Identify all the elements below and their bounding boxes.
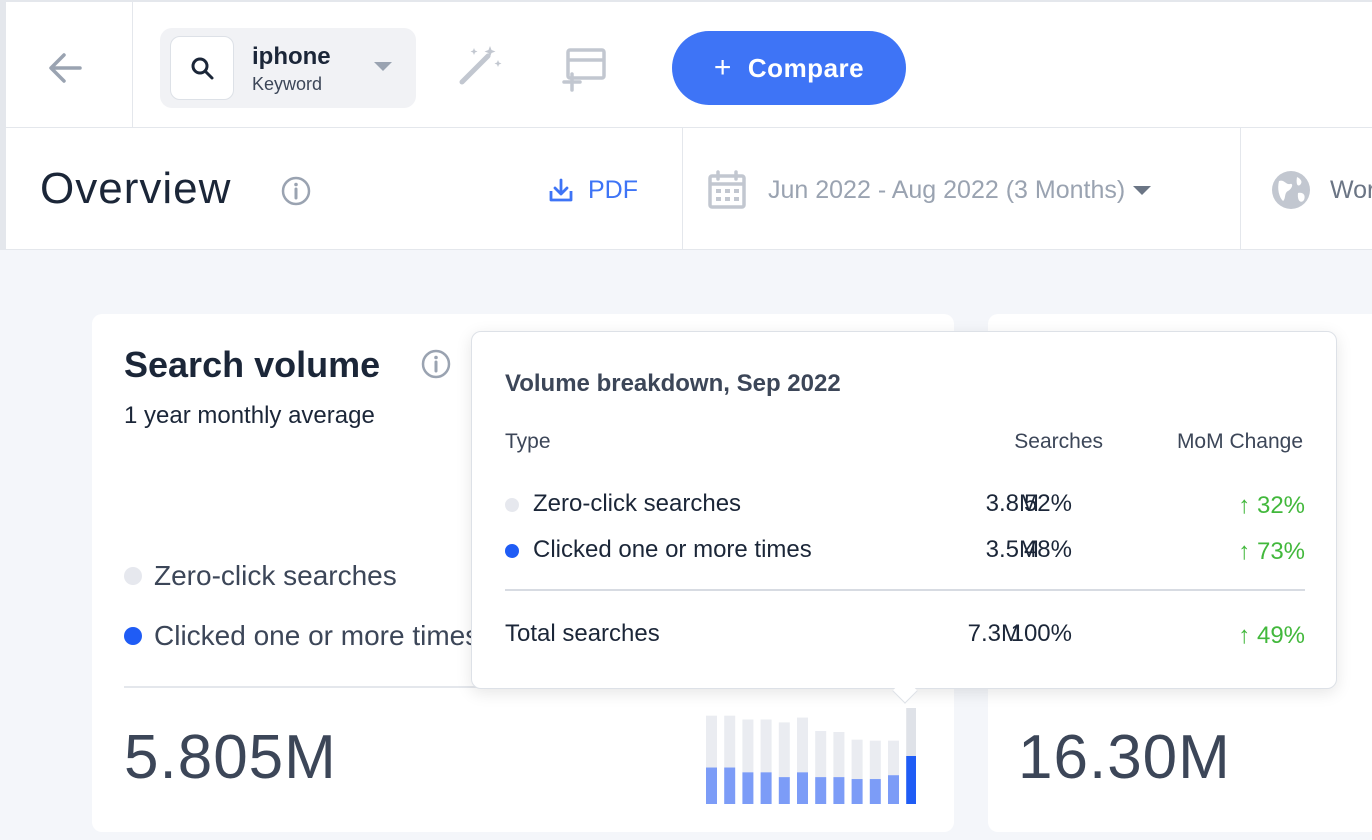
volume-breakdown-tooltip: Volume breakdown, Sep 2022 Type Searches… [471,331,1337,704]
row-searches: 3.5M [985,536,1039,563]
bar-clicked[interactable] [869,779,881,804]
row-mom-change: ↑ 49% [1238,622,1305,649]
globe-icon [1272,171,1310,209]
legend-dot [124,567,142,585]
bar-zero-click[interactable] [778,722,790,778]
info-icon[interactable] [420,348,452,380]
breakdown-row-total: Total searches 7.3M 100% ↑ 49% [505,618,1305,650]
row-label: Total searches [505,620,660,647]
back-button[interactable] [46,50,86,86]
magic-wand-button[interactable] [454,42,506,92]
card-subtitle: 1 year monthly average [124,402,375,429]
bar-zero-click[interactable] [906,708,916,756]
bar-clicked[interactable] [724,767,736,804]
search-icon [191,57,214,80]
series-dot [505,498,519,512]
bar-zero-click[interactable] [760,719,772,773]
caret-down-icon [1133,185,1152,195]
calendar-icon [708,170,746,209]
bar-zero-click[interactable] [851,739,863,780]
keyword-type: Keyword [252,74,323,94]
caret-down-icon[interactable] [374,62,392,71]
bar-clicked[interactable] [706,767,717,804]
bar-zero-click[interactable] [742,719,754,773]
row-searches: 7.3M [967,620,1021,647]
divider [1240,128,1241,249]
search-button[interactable] [170,36,234,100]
bar-clicked[interactable] [906,756,916,804]
column-header-mom: MoM Change [1176,430,1303,453]
info-icon[interactable] [280,175,312,207]
region-label: Wor [1330,175,1372,204]
bar-clicked[interactable] [815,777,827,804]
metric-value: 16.30M [1018,723,1231,792]
tooltip-title: Volume breakdown, Sep 2022 [505,370,841,397]
plus-icon: + [713,51,732,84]
bar-clicked[interactable] [888,775,899,804]
pdf-label: PDF [588,175,638,204]
keyword-title: iphone [252,43,331,70]
legend-label: Clicked one or more times [154,620,480,651]
row-label: Clicked one or more times [533,536,812,563]
divider [505,589,1305,591]
bar-clicked[interactable] [833,777,845,804]
row-searches: 3.8M [985,490,1039,517]
search-volume-value: 5.805M [124,723,337,792]
column-header-type: Type [505,430,551,453]
bar-clicked[interactable] [760,772,772,804]
bar-zero-click[interactable] [869,740,881,780]
magic-wand-icon [459,46,502,85]
divider [132,2,133,130]
legend-label: Zero-click searches [154,560,397,591]
legend-dot [124,627,142,645]
date-range-label: Jun 2022 - Aug 2022 (3 Months) [768,175,1126,204]
bar-clicked[interactable] [851,779,863,804]
compare-button[interactable]: + Compare [672,31,906,105]
row-label: Zero-click searches [533,490,742,517]
bar-zero-click[interactable] [888,740,899,776]
layout-add-icon [562,48,606,92]
compare-label: Compare [747,52,865,83]
pdf-download-button[interactable]: PDF [548,172,638,208]
row-mom-change: ↑ 73% [1238,538,1305,565]
row-percent: 48% [1023,536,1072,563]
bar-clicked[interactable] [797,772,808,804]
keyword-selector[interactable]: iphone Keyword [160,28,416,108]
bar-zero-click[interactable] [797,717,808,773]
legend-item-zero-click: Zero-click searches [124,560,397,592]
arrow-left-icon [49,53,82,83]
region-picker[interactable]: Wor [1270,168,1372,212]
series-dot [505,544,519,558]
bar-zero-click[interactable] [724,715,736,768]
breakdown-row-clicked: Clicked one or more times 3.5M 48% ↑ 73% [505,534,1305,566]
row-percent: 100% [1010,620,1072,647]
column-header-searches: Searches [1014,430,1103,453]
date-range-picker[interactable]: Jun 2022 - Aug 2022 (3 Months) [706,166,1152,214]
page-title: Overview [40,164,232,213]
legend-item-clicked: Clicked one or more times [124,620,479,652]
download-icon [549,178,573,202]
row-percent: 52% [1023,490,1072,517]
bar-zero-click[interactable] [833,732,845,778]
bar-zero-click[interactable] [706,715,717,768]
row-mom-change: ↑ 32% [1238,492,1305,519]
card-title: Search volume [124,344,381,385]
divider [682,128,683,249]
add-layout-button[interactable] [558,44,610,94]
breakdown-row-zero-click: Zero-click searches 3.8M 52% ↑ 32% [505,488,1305,520]
mini-bar-chart[interactable] [704,708,916,804]
bar-clicked[interactable] [742,772,754,804]
bar-zero-click[interactable] [815,731,827,778]
overview-toolbar: Overview PDF Jun 2022 - Aug 2022 (3 Mont… [0,128,1372,250]
top-bar: iphone Keyword + Compare [0,0,1372,130]
bar-clicked[interactable] [778,777,790,804]
